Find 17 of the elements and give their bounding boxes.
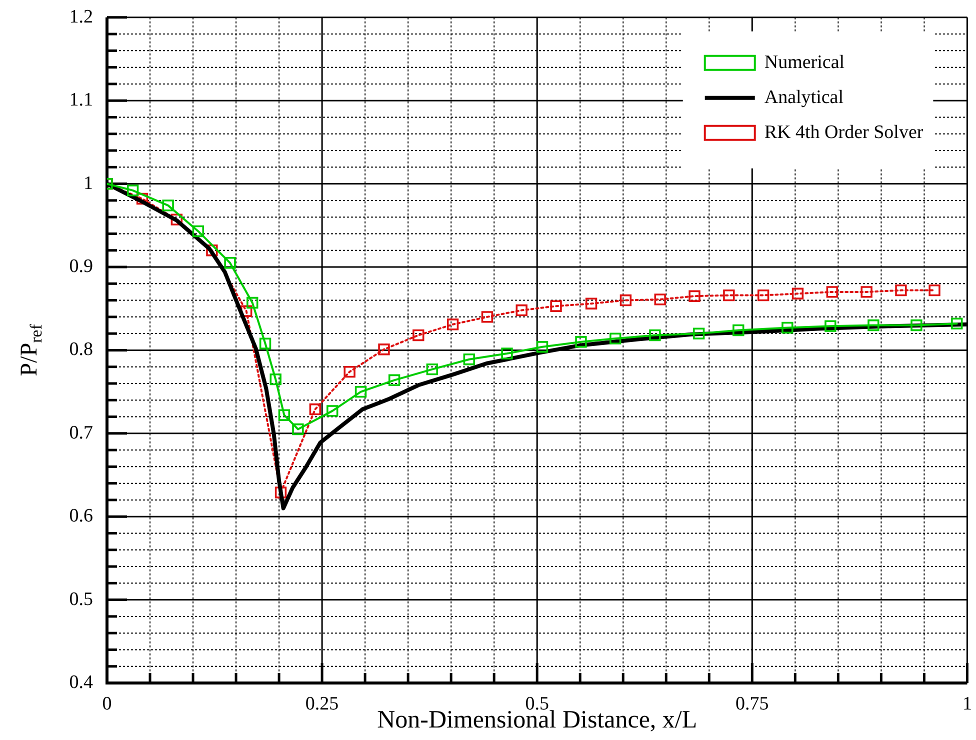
x-tick-label: 0.25 [305, 693, 339, 714]
x-tick-label: 0 [102, 693, 112, 714]
y-tick-label: 1.1 [69, 90, 93, 111]
y-tick-label: 0.5 [69, 588, 93, 610]
y-axis-title: P/Pref [16, 324, 46, 376]
x-tick-label: 0.75 [736, 693, 769, 714]
legend-label: Analytical [764, 86, 844, 108]
y-tick-label: 0.9 [69, 256, 93, 277]
y-tick-label: 0.8 [69, 339, 93, 360]
x-tick-label: 1 [962, 693, 972, 714]
legend-label: Numerical [764, 52, 845, 73]
y-tick-label: 1 [84, 172, 93, 194]
legend-label: RK 4th Order Solver [764, 122, 924, 143]
y-tick-label: 1.2 [69, 6, 93, 28]
y-tick-label: 0.7 [69, 422, 93, 444]
y-tick-label: 0.4 [69, 672, 94, 693]
y-tick-label: 0.6 [69, 506, 93, 527]
